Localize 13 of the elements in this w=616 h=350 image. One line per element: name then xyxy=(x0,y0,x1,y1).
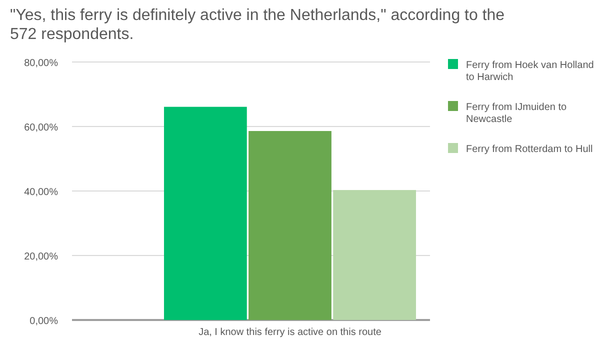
y-tick-label: 40,00% xyxy=(24,187,58,198)
y-tick-label: 20,00% xyxy=(24,252,58,262)
legend-label: Ferry from IJmuiden to Newcastle xyxy=(466,102,568,125)
y-tick-label: 0,00% xyxy=(30,316,58,327)
bar xyxy=(333,190,416,320)
bar xyxy=(248,131,332,320)
bar xyxy=(164,106,247,320)
chart-title: "Yes, this ferry is definitely active in the Netherlands," according to the 572 respondents. xyxy=(10,7,505,43)
y-tick-label: 80,00% xyxy=(24,58,58,69)
legend-label: Ferry from Rotterdam to Hull xyxy=(466,144,593,155)
legend-label: Ferry from Hoek van Holland to Harwich xyxy=(466,60,594,83)
x-tick-label: Ja, I know this ferry is active on this route xyxy=(198,327,382,338)
y-tick-label: 60,00% xyxy=(24,122,58,134)
